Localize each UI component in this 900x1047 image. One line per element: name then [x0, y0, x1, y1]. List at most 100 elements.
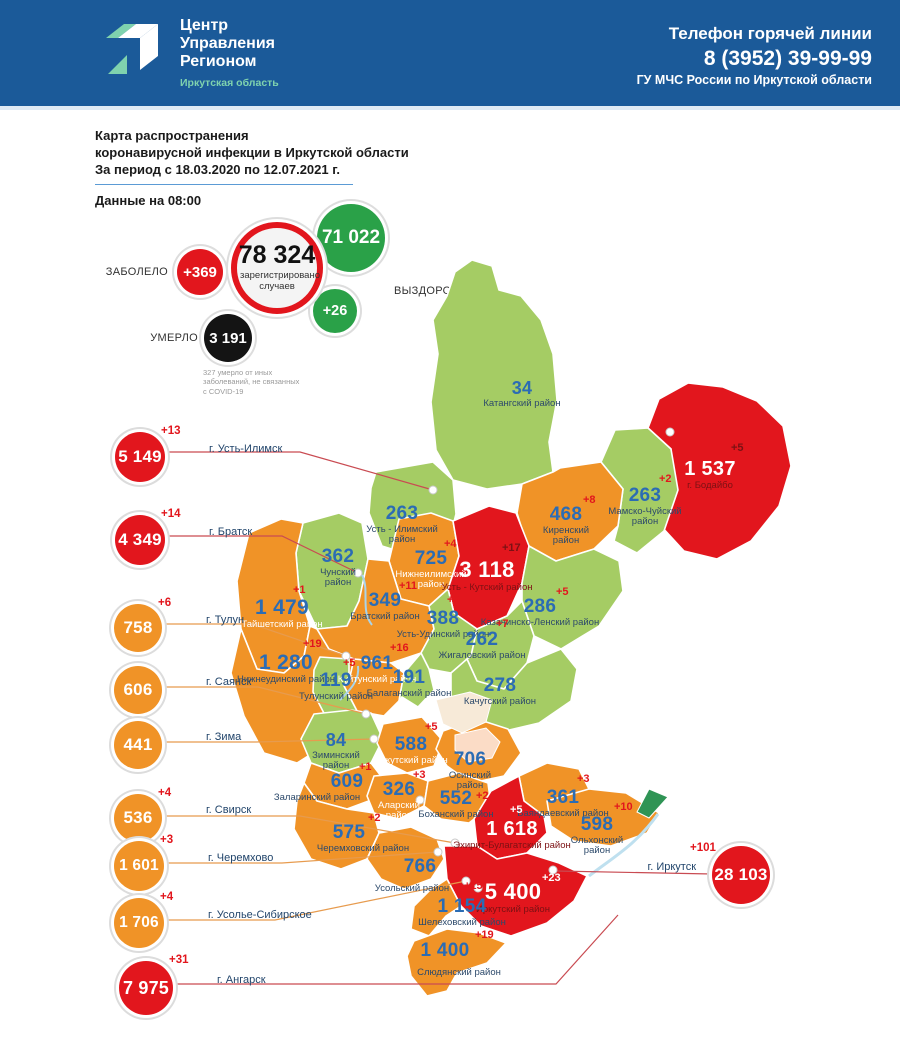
- org-name-line1: Центр: [180, 17, 229, 34]
- city-name: г. Усолье-Сибирское: [208, 909, 312, 921]
- registered-value: 78 324: [238, 241, 316, 270]
- callout-line-ust_ilimsk: [166, 451, 434, 491]
- olkhon-island: [636, 788, 669, 819]
- city-dot: [473, 883, 483, 893]
- city-name: г. Ангарск: [217, 974, 266, 986]
- city-circle: 758: [114, 604, 162, 652]
- district-shape-irkutsky: [443, 845, 588, 937]
- city-dot: [361, 709, 371, 719]
- city-delta: +101: [690, 842, 716, 854]
- title-underline: [95, 183, 353, 185]
- sick-label: ЗАБОЛЕЛО: [105, 266, 168, 278]
- city-circle: 1 706: [114, 898, 164, 948]
- city-circle: 536: [114, 794, 162, 842]
- city-dot: [369, 734, 379, 744]
- city-delta: +4: [160, 891, 174, 903]
- city-callout-irkutsk: 28 103 +101 г. Иркутск: [648, 842, 770, 904]
- callout-line-angarsk: [174, 914, 619, 985]
- callout-line-usolye: [165, 880, 467, 921]
- callout-line-zima: [163, 738, 375, 743]
- district-shape-alarsky: [366, 772, 429, 820]
- died-circle: 3 191: [204, 314, 252, 362]
- city-dot: [353, 568, 363, 578]
- city-dot: [665, 427, 675, 437]
- city-delta: +4: [158, 787, 172, 799]
- city-name: г. Тулун: [206, 614, 245, 626]
- map-decor: [339, 574, 669, 878]
- hotline-phone: 8 (3952) 39-99-99: [703, 47, 872, 70]
- district-shape-kazachinsko_lensky: [521, 545, 624, 650]
- city-circle: 4 349: [115, 515, 165, 565]
- map-title-line1: Карта распространения: [95, 128, 249, 143]
- city-delta: +14: [161, 508, 181, 520]
- city-circle: 606: [114, 666, 162, 714]
- city-delta: +6: [158, 597, 172, 609]
- callout-line-sayansk: [163, 686, 367, 715]
- district-shape-ekhirit_bulagatsky: [473, 775, 548, 860]
- city-dot: [428, 485, 438, 495]
- city-dot: [548, 865, 558, 875]
- district-shape-nukutsky: [376, 716, 444, 774]
- city-dot: [450, 838, 460, 848]
- city-delta: +3: [160, 834, 174, 846]
- city-dot: [433, 847, 443, 857]
- sick-delta-circle: +369: [177, 249, 223, 295]
- city-circle: 5 149: [115, 432, 165, 482]
- city-name: г. Свирск: [206, 804, 252, 816]
- cube-logo-icon: [106, 24, 158, 74]
- district-shapes: [230, 259, 792, 997]
- died-label: УМЕРЛО: [150, 332, 198, 344]
- city-name: г. Черемхово: [208, 852, 274, 864]
- city-dot: [341, 651, 351, 661]
- district-shape-usolsky: [366, 826, 445, 890]
- city-callout-tulun: 758 +6 г. Тулун: [114, 597, 244, 652]
- org-name-line3: Регионом: [180, 53, 257, 71]
- callout-line-bratsk: [166, 535, 359, 574]
- data-time: Данные на 08:00: [95, 192, 202, 208]
- district-shape-katangsky: [430, 259, 558, 490]
- city-delta: +13: [161, 425, 181, 437]
- city-callout-ust_ilimsk: 5 149 +13 г. Усть-Илимск: [115, 425, 282, 482]
- city-name: г. Саянск: [206, 676, 252, 688]
- org-region: Иркутская область: [180, 77, 279, 90]
- map-title-line2: коронавирусной инфекции в Иркутской обла…: [95, 144, 409, 160]
- city-circle: 1 601: [114, 841, 164, 891]
- city-callout-usolye: 1 706 +4 г. Усолье-Сибирское: [114, 891, 312, 948]
- city-callout-angarsk: 7 975 +31 г. Ангарск: [119, 954, 266, 1015]
- recovered-delta-circle: +26: [313, 289, 357, 333]
- city-circle: 28 103: [712, 846, 770, 904]
- city-callout-svirsk: 536 +4 г. Свирск: [114, 787, 251, 842]
- district-shape-olkhonsky: [546, 788, 660, 847]
- district-shape-slyudyansky: [406, 928, 507, 997]
- city-dot: [415, 795, 425, 805]
- hotline-title: Телефон горячей линии: [668, 24, 872, 43]
- callout-line-irkutsk: [555, 870, 713, 875]
- map-title-line3: За период с 18.03.2020 по 12.07.2021 г.: [95, 161, 340, 177]
- city-circle: 441: [114, 721, 162, 769]
- city-circle: 7 975: [119, 961, 173, 1015]
- header-bar: Центр Управления Регионом Иркутская обла…: [0, 0, 900, 106]
- city-callout-cheremkhovo: 1 601 +3 г. Черемхово: [114, 834, 273, 891]
- recovered-circle: 71 022: [317, 204, 385, 272]
- callout-line-tulun: [163, 623, 347, 657]
- died-footnote: 327 умерло от иных заболеваний, не связа…: [203, 368, 300, 396]
- hotline-block: Телефон горячей линии 8 (3952) 39-99-99 …: [637, 24, 872, 87]
- city-name: г. Братск: [209, 526, 253, 538]
- city-dots: [341, 427, 675, 893]
- city-name: г. Усть-Илимск: [209, 443, 283, 455]
- district-shape-shelekhovsky: [410, 878, 462, 937]
- registered-caption: зарегистрировано случаев: [240, 270, 320, 292]
- org-name-block: Центр Управления Регионом Иркутская обла…: [180, 17, 279, 89]
- org-name-line2: Управления: [180, 35, 275, 53]
- callout-line-cheremkhovo: [165, 851, 439, 864]
- hotline-org: ГУ МЧС России по Иркутской области: [636, 73, 872, 87]
- city-delta: +31: [169, 954, 189, 966]
- city-callout-sayansk: 606 г. Саянск: [114, 666, 251, 714]
- header-divider: [0, 106, 900, 110]
- callout-line-svirsk: [163, 815, 456, 844]
- city-dot: [461, 876, 471, 886]
- city-callout-bratsk: 4 349 +14 г. Братск: [115, 508, 252, 565]
- city-name: г. Зима: [206, 731, 242, 743]
